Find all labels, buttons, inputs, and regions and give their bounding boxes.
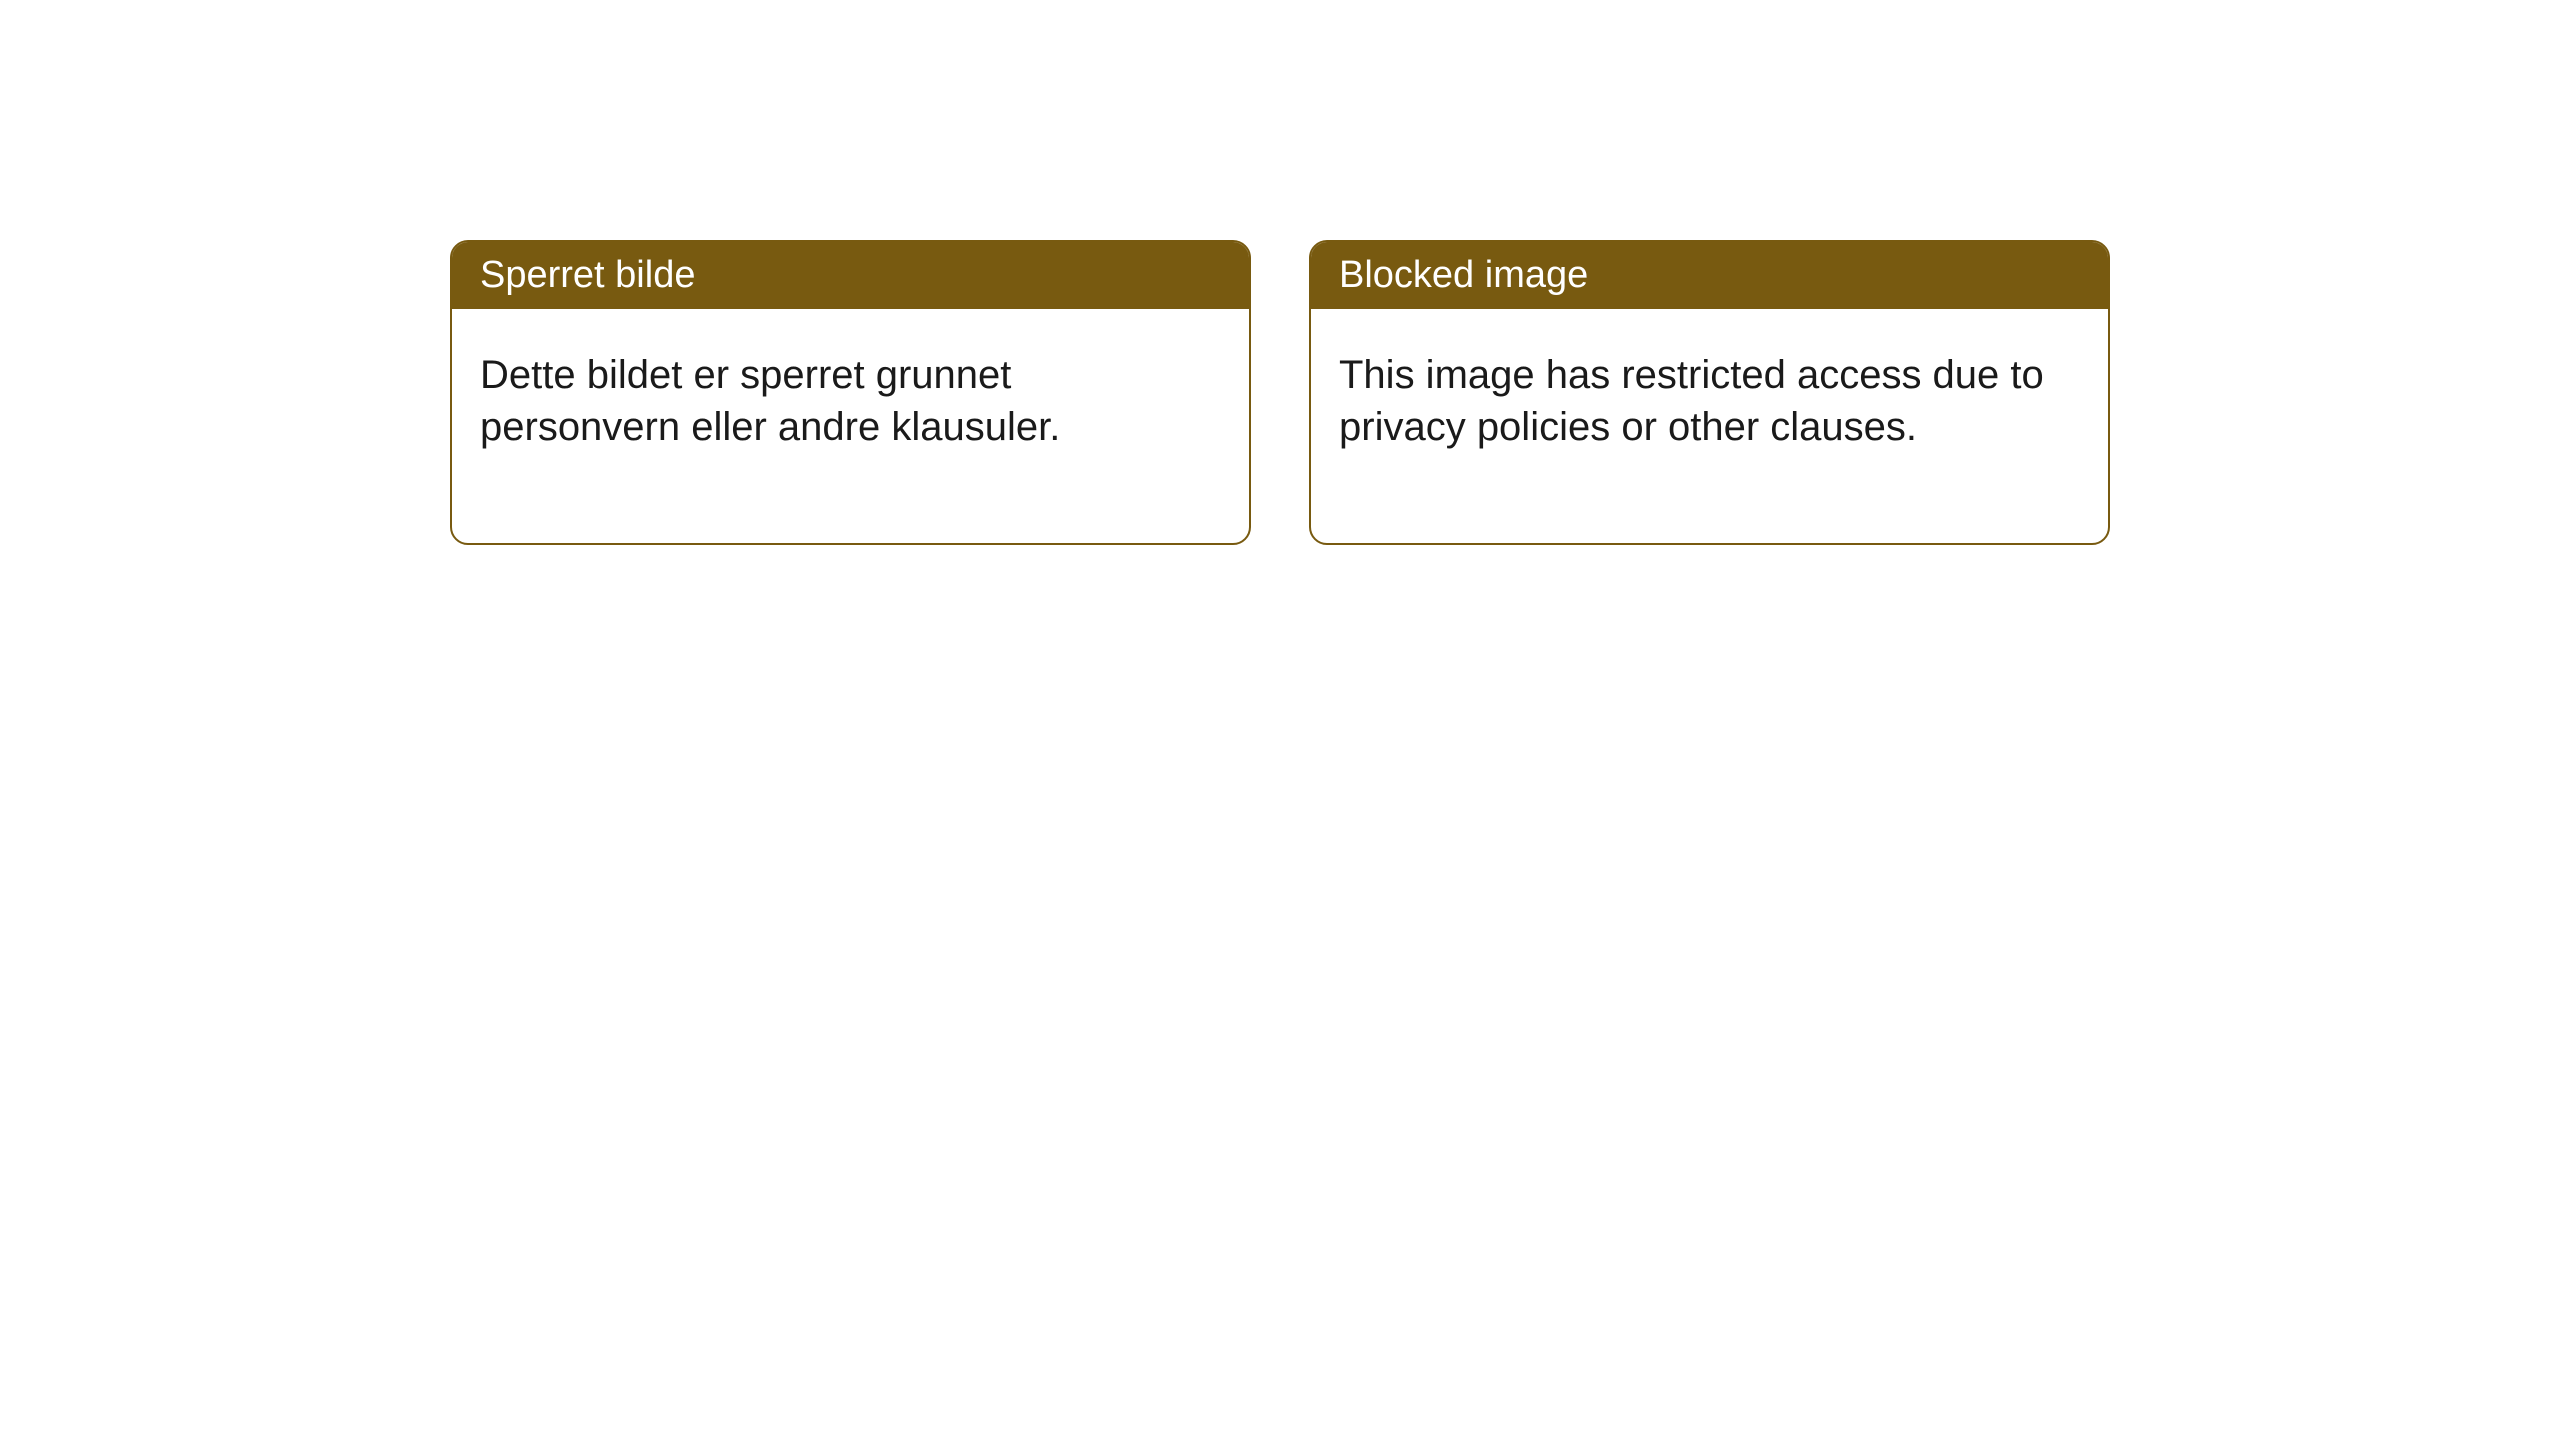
notice-panels-container: Sperret bilde Dette bildet er sperret gr…: [450, 240, 2110, 545]
panel-header: Sperret bilde: [452, 242, 1249, 309]
panel-body-text: Dette bildet er sperret grunnet personve…: [452, 309, 1249, 543]
notice-panel-norwegian: Sperret bilde Dette bildet er sperret gr…: [450, 240, 1251, 545]
notice-panel-english: Blocked image This image has restricted …: [1309, 240, 2110, 545]
panel-body-text: This image has restricted access due to …: [1311, 309, 2108, 543]
panel-header: Blocked image: [1311, 242, 2108, 309]
